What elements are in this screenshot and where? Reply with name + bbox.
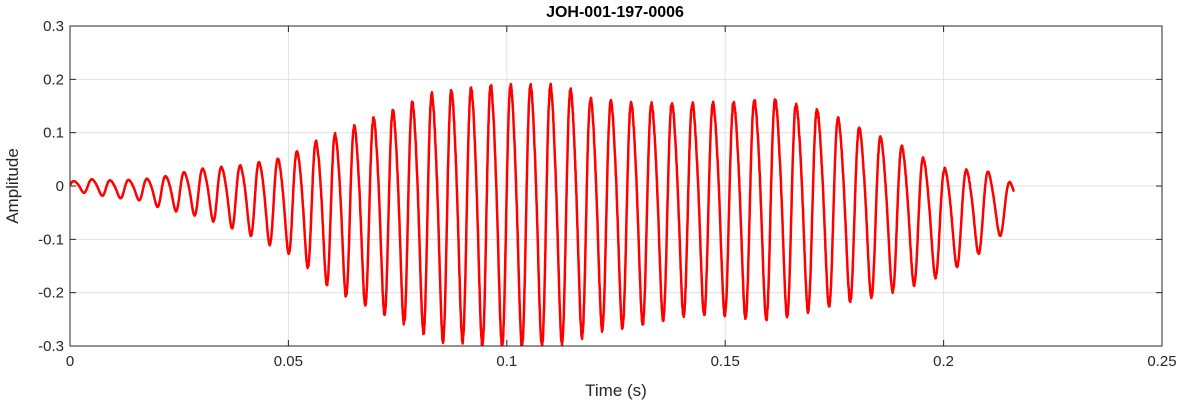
x-tick-label: 0.2 (933, 353, 954, 370)
y-tick-label: 0.1 (43, 125, 64, 142)
x-tick-label: 0.25 (1147, 353, 1176, 370)
y-tick-label: 0 (56, 178, 64, 195)
x-axis-label: Time (s) (585, 381, 647, 400)
x-tick-label: 0 (66, 353, 74, 370)
y-tick-label: -0.2 (38, 285, 64, 302)
x-tick-label: 0.1 (496, 353, 517, 370)
y-axis-ticks: -0.3 -0.2 -0.1 0 0.1 0.2 0.3 (38, 18, 1162, 355)
y-tick-label: -0.3 (38, 338, 64, 355)
x-tick-label: 0.15 (711, 353, 740, 370)
series-line (70, 82, 1015, 346)
y-tick-label: 0.2 (43, 71, 64, 88)
y-axis-label: Amplitude (3, 148, 22, 224)
y-tick-label: -0.1 (38, 231, 64, 248)
y-tick-label: 0.3 (43, 18, 64, 35)
plot-area-frame (69, 25, 1163, 347)
x-axis-ticks: 0 0.05 0.1 0.15 0.2 0.25 (66, 26, 1177, 370)
chart-title: JOH-001-197-0006 (546, 4, 684, 21)
x-tick-label: 0.05 (274, 353, 303, 370)
